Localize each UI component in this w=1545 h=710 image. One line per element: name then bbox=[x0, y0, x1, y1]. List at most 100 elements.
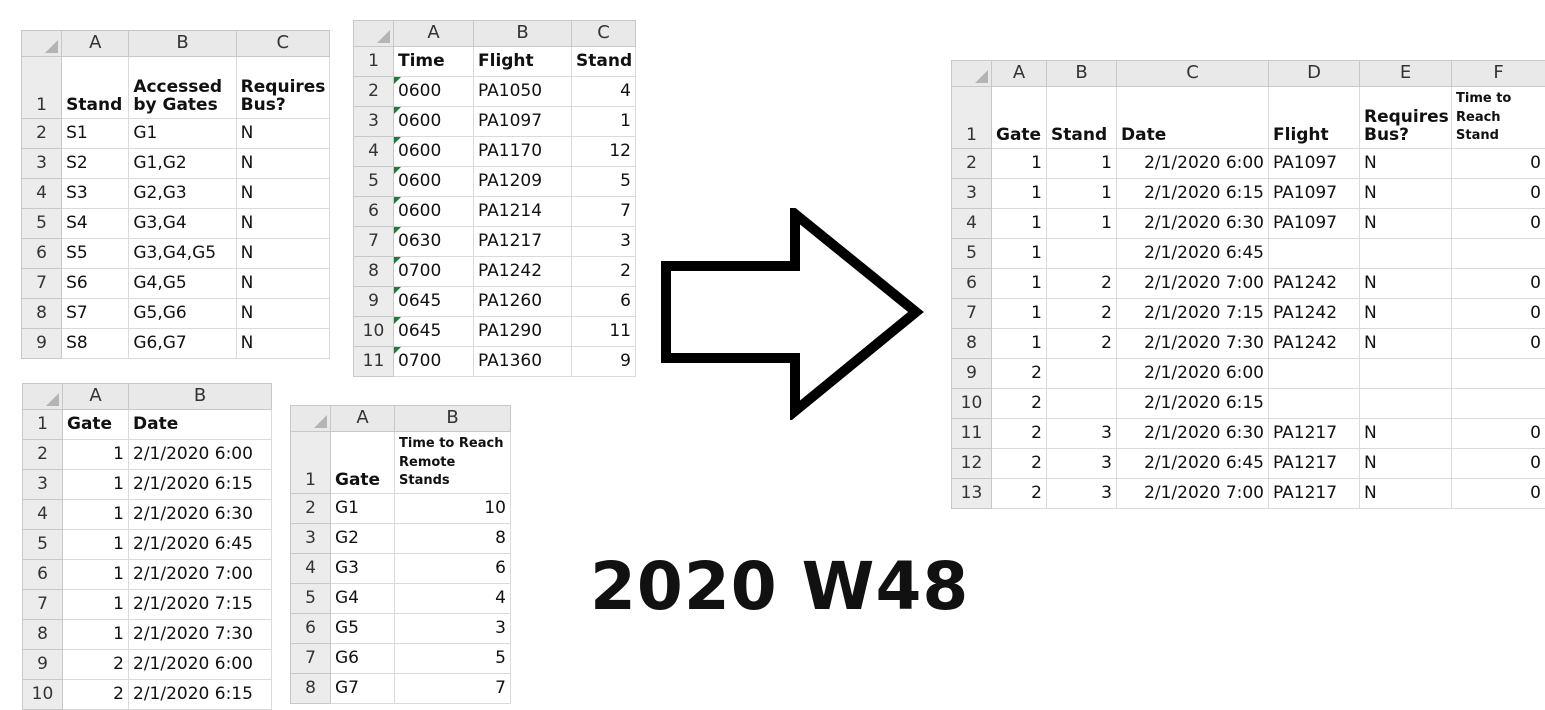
column-header[interactable]: B bbox=[395, 406, 511, 432]
cell[interactable]: G1 bbox=[331, 494, 395, 524]
cell[interactable]: 0700 bbox=[394, 257, 474, 287]
cell[interactable]: PA1260 bbox=[474, 287, 572, 317]
column-header[interactable]: A bbox=[992, 61, 1047, 87]
column-header[interactable]: D bbox=[1269, 61, 1360, 87]
row-header[interactable]: 5 bbox=[291, 584, 331, 614]
row-header[interactable]: 6 bbox=[952, 269, 992, 299]
row-header[interactable]: 4 bbox=[23, 500, 63, 530]
cell[interactable] bbox=[1047, 359, 1117, 389]
row-header[interactable]: 10 bbox=[952, 389, 992, 419]
row-header[interactable]: 8 bbox=[354, 257, 394, 287]
row-header[interactable]: 6 bbox=[23, 560, 63, 590]
cell[interactable]: 2/1/2020 7:15 bbox=[129, 590, 272, 620]
cell[interactable]: 1 bbox=[992, 299, 1047, 329]
column-header[interactable]: B bbox=[129, 31, 236, 57]
cell[interactable]: PA1097 bbox=[1269, 209, 1360, 239]
column-header[interactable]: B bbox=[129, 384, 272, 410]
cell[interactable]: N bbox=[1360, 149, 1452, 179]
cell[interactable] bbox=[1360, 239, 1452, 269]
cell[interactable]: 1 bbox=[992, 269, 1047, 299]
row-header[interactable]: 7 bbox=[291, 644, 331, 674]
row-header[interactable]: 11 bbox=[952, 419, 992, 449]
cell[interactable]: 2/1/2020 6:00 bbox=[1117, 149, 1269, 179]
cell[interactable]: G2,G3 bbox=[129, 179, 236, 209]
row-header[interactable]: 4 bbox=[291, 554, 331, 584]
cell[interactable]: 2/1/2020 6:15 bbox=[129, 470, 272, 500]
cell[interactable]: 0 bbox=[1452, 419, 1545, 449]
row-header[interactable]: 9 bbox=[354, 287, 394, 317]
cell[interactable] bbox=[1047, 239, 1117, 269]
row-header[interactable]: 4 bbox=[354, 137, 394, 167]
cell[interactable]: 5 bbox=[572, 167, 636, 197]
cell[interactable]: 0 bbox=[1452, 479, 1545, 509]
row-header[interactable]: 10 bbox=[354, 317, 394, 347]
cell[interactable]: 2/1/2020 7:00 bbox=[1117, 479, 1269, 509]
cell[interactable]: S5 bbox=[62, 239, 129, 269]
cell[interactable]: PA1170 bbox=[474, 137, 572, 167]
cell[interactable]: N bbox=[236, 239, 329, 269]
cell[interactable]: 6 bbox=[395, 554, 511, 584]
cell[interactable]: G3,G4 bbox=[129, 209, 236, 239]
cell[interactable]: 2/1/2020 6:00 bbox=[129, 440, 272, 470]
cell[interactable]: PA1242 bbox=[1269, 299, 1360, 329]
cell[interactable]: 2/1/2020 6:45 bbox=[1117, 239, 1269, 269]
cell[interactable]: 1 bbox=[63, 620, 129, 650]
cell[interactable]: G6,G7 bbox=[129, 329, 236, 359]
cell[interactable]: G2 bbox=[331, 524, 395, 554]
cell[interactable]: 0 bbox=[1452, 329, 1545, 359]
header-cell[interactable]: Gate bbox=[63, 410, 129, 440]
header-cell[interactable]: Time to Reach Stand bbox=[1452, 87, 1545, 149]
header-cell[interactable]: Flight bbox=[1269, 87, 1360, 149]
cell[interactable]: 1 bbox=[63, 530, 129, 560]
header-cell[interactable]: Gate bbox=[331, 432, 395, 494]
cell[interactable]: 0600 bbox=[394, 107, 474, 137]
cell[interactable]: 0600 bbox=[394, 77, 474, 107]
row-header[interactable]: 8 bbox=[23, 620, 63, 650]
row-header[interactable]: 1 bbox=[354, 47, 394, 77]
cell[interactable]: 0600 bbox=[394, 137, 474, 167]
cell[interactable] bbox=[1360, 359, 1452, 389]
cell[interactable]: 2 bbox=[992, 479, 1047, 509]
cell[interactable]: 2/1/2020 7:00 bbox=[1117, 269, 1269, 299]
column-header[interactable]: A bbox=[331, 406, 395, 432]
header-cell[interactable]: Date bbox=[1117, 87, 1269, 149]
cell[interactable]: 2 bbox=[992, 449, 1047, 479]
row-header[interactable]: 3 bbox=[23, 470, 63, 500]
cell[interactable]: S2 bbox=[62, 149, 129, 179]
row-header[interactable]: 9 bbox=[22, 329, 62, 359]
select-all-corner[interactable] bbox=[354, 21, 394, 47]
cell[interactable]: 4 bbox=[572, 77, 636, 107]
cell[interactable]: 2 bbox=[1047, 269, 1117, 299]
row-header[interactable]: 4 bbox=[22, 179, 62, 209]
cell[interactable]: PA1217 bbox=[1269, 449, 1360, 479]
cell[interactable]: 12 bbox=[572, 137, 636, 167]
cell[interactable]: 3 bbox=[572, 227, 636, 257]
cell[interactable]: 2/1/2020 6:15 bbox=[129, 680, 272, 710]
cell[interactable]: 2/1/2020 7:30 bbox=[129, 620, 272, 650]
cell[interactable] bbox=[1360, 389, 1452, 419]
cell[interactable]: 0600 bbox=[394, 167, 474, 197]
cell[interactable]: 3 bbox=[1047, 479, 1117, 509]
cell[interactable]: 1 bbox=[63, 560, 129, 590]
row-header[interactable]: 6 bbox=[291, 614, 331, 644]
row-header[interactable]: 3 bbox=[354, 107, 394, 137]
cell[interactable]: 2/1/2020 6:30 bbox=[129, 500, 272, 530]
cell[interactable]: 1 bbox=[1047, 179, 1117, 209]
cell[interactable]: 5 bbox=[395, 644, 511, 674]
cell[interactable]: 0 bbox=[1452, 269, 1545, 299]
column-header[interactable]: C bbox=[1117, 61, 1269, 87]
cell[interactable]: 3 bbox=[1047, 419, 1117, 449]
row-header[interactable]: 3 bbox=[952, 179, 992, 209]
row-header[interactable]: 2 bbox=[952, 149, 992, 179]
cell[interactable]: N bbox=[236, 149, 329, 179]
cell[interactable]: PA1214 bbox=[474, 197, 572, 227]
cell[interactable]: N bbox=[236, 179, 329, 209]
row-header[interactable]: 13 bbox=[952, 479, 992, 509]
cell[interactable]: PA1290 bbox=[474, 317, 572, 347]
row-header[interactable]: 11 bbox=[354, 347, 394, 377]
row-header[interactable]: 1 bbox=[291, 432, 331, 494]
cell[interactable]: 1 bbox=[992, 149, 1047, 179]
cell[interactable]: 3 bbox=[395, 614, 511, 644]
row-header[interactable]: 10 bbox=[23, 680, 63, 710]
select-all-corner[interactable] bbox=[22, 31, 62, 57]
